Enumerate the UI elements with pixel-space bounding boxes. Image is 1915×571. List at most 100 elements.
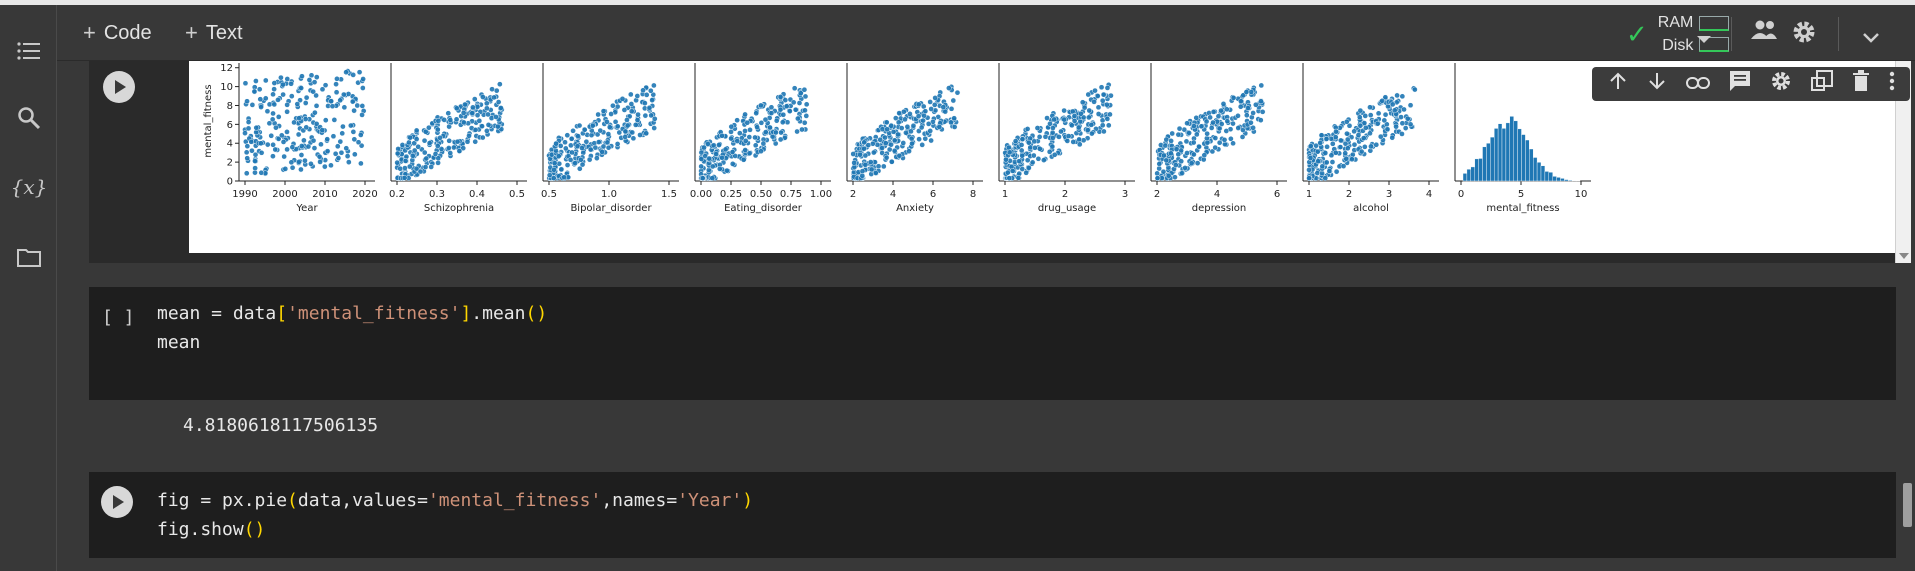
plot-cell[interactable]: mental_fitness 0 2 4 6 8 10 12 1990 2000 2010 2020 Y… [89, 61, 1911, 263]
scatter-point [891, 147, 898, 154]
arrow-down-icon[interactable] [1647, 71, 1667, 97]
scatter-point [624, 122, 631, 129]
scatter-point [1172, 174, 1178, 181]
code-line[interactable]: fig = px.pie(data,values='mental_fitness… [157, 490, 753, 511]
scatter-point [1012, 138, 1019, 144]
variables-icon[interactable]: {x} [10, 175, 48, 199]
link-icon[interactable] [1685, 73, 1710, 96]
output-scrollbar[interactable] [1895, 61, 1911, 263]
share-people-icon[interactable] [1750, 19, 1778, 48]
folder-icon[interactable] [13, 241, 45, 273]
scatter-point [1344, 145, 1351, 152]
histogram-bar [1517, 128, 1522, 182]
scatter-point [333, 81, 339, 88]
scatter-point [343, 145, 350, 152]
scatter-point [1228, 135, 1234, 142]
scatter-point [1382, 111, 1389, 118]
page-scrollbar[interactable] [1900, 61, 1915, 571]
scatter-point [1389, 134, 1396, 141]
menu-icon[interactable] [13, 35, 45, 67]
scatter-point [409, 152, 416, 159]
scatter-point [802, 107, 808, 114]
scatter-point [1333, 128, 1339, 135]
scatter-point [742, 137, 749, 144]
scatter-point [495, 99, 502, 105]
scatter-point [1184, 150, 1190, 156]
scatter-point [298, 166, 304, 173]
scatter-point [334, 143, 341, 150]
scatter-point [950, 97, 957, 104]
add-text-button[interactable]: + Text [185, 20, 243, 45]
histogram-bar [1568, 180, 1573, 182]
run-cell-button[interactable] [103, 71, 135, 103]
scatter-point [551, 166, 557, 173]
scatter-point [1314, 148, 1321, 155]
code-cell-pie[interactable]: fig = px.pie(data,values='mental_fitness… [89, 472, 1896, 558]
scatter-point [567, 156, 574, 163]
scatter-point [734, 138, 741, 144]
resources-indicator[interactable]: ✓ RAM Disk [1626, 11, 1730, 57]
scatter-point [1404, 115, 1411, 122]
scatter-point [1058, 128, 1064, 135]
scatter-point [1088, 121, 1095, 128]
scatter-point [318, 141, 324, 148]
arrow-up-icon[interactable] [1608, 71, 1628, 97]
scatter-point [1085, 91, 1092, 98]
scatter-point [605, 144, 612, 151]
search-icon[interactable] [13, 102, 45, 134]
scatter-point [337, 138, 344, 145]
scatter-point [575, 133, 581, 139]
scatter-point [595, 111, 601, 118]
scatter-point [1258, 98, 1264, 105]
collapse-chevron-icon[interactable] [1862, 23, 1880, 51]
scatter-point [634, 117, 641, 123]
scatter-point [340, 123, 346, 130]
scatter-point [244, 155, 251, 162]
histogram-bar [1521, 134, 1526, 182]
scatter-point [891, 137, 898, 144]
scatter-point [1257, 117, 1264, 123]
scatter-point [1360, 135, 1367, 141]
scatter-point [340, 91, 347, 98]
scatter-point [1188, 160, 1195, 167]
mirror-cell-icon[interactable] [1810, 70, 1833, 98]
scatter-point [581, 126, 588, 133]
scatter-point [272, 146, 279, 153]
more-icon[interactable] [1889, 70, 1895, 98]
code-line[interactable]: fig.show() [157, 519, 265, 540]
scatter-point [258, 104, 264, 110]
code-line[interactable]: mean [157, 332, 201, 353]
add-code-button[interactable]: + Code [83, 20, 152, 45]
scatter-point [1019, 136, 1026, 143]
x-tick-label: 1 [1306, 189, 1312, 200]
delete-icon[interactable] [1852, 70, 1870, 98]
scatter-point [1250, 110, 1256, 116]
scatter-point [903, 129, 909, 136]
scatter-point [428, 164, 435, 170]
scatter-point [313, 74, 320, 80]
scatter-point [605, 131, 612, 137]
gear-icon[interactable] [1770, 70, 1792, 98]
scatter-point [298, 143, 305, 149]
x-tick-label: 0.25 [720, 189, 742, 200]
scatter-point [632, 122, 639, 128]
scatter-point [1367, 130, 1373, 137]
scatter-point [1356, 114, 1363, 121]
runtime-dropdown-icon[interactable] [1697, 23, 1711, 51]
code-cell-mean[interactable]: [ ] mean = data['mental_fitness'].mean()… [89, 287, 1896, 400]
scatter-point [1209, 148, 1216, 155]
scatter-point [954, 89, 961, 96]
code-line[interactable]: mean = data['mental_fitness'].mean() [157, 303, 547, 324]
scatter-point [795, 115, 801, 122]
scatter-point [744, 119, 751, 126]
comment-icon[interactable] [1729, 70, 1751, 98]
scatter-point [627, 91, 634, 98]
scatter-point [446, 137, 453, 144]
scatter-point [264, 108, 271, 115]
settings-gear-icon[interactable] [1791, 19, 1817, 52]
run-cell-button[interactable] [101, 486, 133, 518]
scatter-point [614, 123, 621, 130]
page-scroll-thumb[interactable] [1903, 483, 1912, 527]
scroll-down-arrow-icon[interactable] [1899, 253, 1909, 259]
